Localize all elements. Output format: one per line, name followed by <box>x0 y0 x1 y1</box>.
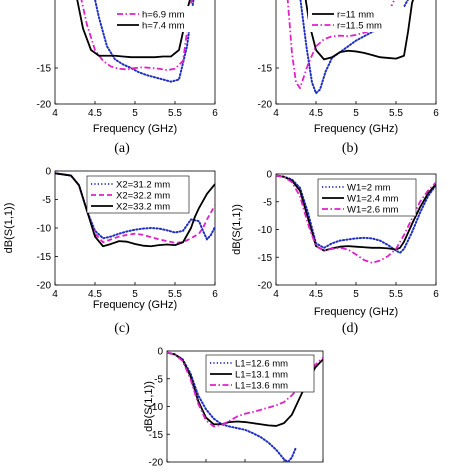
panel-caption: (a) <box>114 141 130 156</box>
x-tick-label: 4.5 <box>88 289 102 300</box>
y-tick-label: -20 <box>258 281 273 292</box>
x-axis-label: Frequency (GHz) <box>314 306 398 318</box>
y-tick-label: -20 <box>37 281 52 292</box>
x-tick-label: 6 <box>433 289 439 300</box>
legend-box <box>308 6 404 32</box>
legend-box <box>113 6 209 32</box>
legend: h=6.9 mmh=7.4 mm <box>113 6 209 32</box>
x-tick-label: 4 <box>273 108 279 119</box>
series-line-1 <box>55 172 215 244</box>
x-tick-label: 4 <box>52 108 58 119</box>
series-line-1 <box>167 351 323 427</box>
legend-label: W1=2.6 mm <box>347 204 399 215</box>
panel-caption: (b) <box>342 141 359 156</box>
y-tick-label: -5 <box>263 197 272 208</box>
legend-label: X2=33.2 mm <box>116 201 170 212</box>
chart-b: 4 4.5 5 5.5 6 -15 -20 r=11 mmr=11.5 mm Frequency… <box>258 0 439 156</box>
y-axis-label: dB(S(1,1)) <box>3 203 15 254</box>
x-axis-label: Frequency (GHz) <box>314 123 398 135</box>
legend-label: W1=2.4 mm <box>347 193 399 204</box>
y-tick-label: 0 <box>266 170 272 181</box>
chart-a: 4 4.5 5 5.5 6 -15 -20 h=6.9 mmh=7.4 mm Frequency… <box>37 0 218 156</box>
x-tick-label: 5.5 <box>389 108 403 119</box>
legend-label: r=11.5 mm <box>337 20 382 31</box>
series-line-0 <box>167 351 297 462</box>
legend: r=11 mmr=11.5 mm <box>308 6 404 32</box>
panel-caption: (c) <box>114 321 130 336</box>
x-axis-label: Frequency (GHz) <box>93 299 177 311</box>
legend-label: L1=13.1 mm <box>235 369 288 380</box>
x-axis-label: Frequency (GHz) <box>93 123 177 135</box>
legend-label: L1=12.6 mm <box>235 358 288 369</box>
y-tick-label: 0 <box>45 167 51 178</box>
series-line-1 <box>80 0 193 72</box>
series-line-0 <box>276 174 436 254</box>
x-tick-label: 5 <box>132 289 138 300</box>
y-tick-label: -15 <box>149 430 164 441</box>
x-tick-label: 6 <box>212 108 218 119</box>
x-tick-label: 4.5 <box>309 108 323 119</box>
legend-label: L1=13.6 mm <box>235 380 288 391</box>
legend-label: r=11 mm <box>337 9 374 20</box>
x-tick-label: 5 <box>353 289 359 300</box>
y-tick-label: 0 <box>157 347 163 358</box>
y-tick-label: -20 <box>258 100 273 111</box>
y-tick-label: -5 <box>154 374 163 385</box>
x-tick-label: 6 <box>212 289 218 300</box>
series-line-2 <box>286 0 396 90</box>
series-line-0 <box>299 0 409 95</box>
y-tick-label: -20 <box>37 100 52 111</box>
y-tick-label: -15 <box>37 252 52 263</box>
y-tick-label: -15 <box>258 64 273 75</box>
y-tick-label: -15 <box>258 253 273 264</box>
y-tick-label: -10 <box>37 224 52 235</box>
y-tick-label: -10 <box>258 225 273 236</box>
y-tick-label: -20 <box>149 458 164 469</box>
legend-label: h=6.9 mm <box>142 9 185 20</box>
series-line-2 <box>276 174 436 264</box>
y-tick-label: -15 <box>37 64 52 75</box>
x-tick-label: 5.5 <box>168 289 182 300</box>
x-tick-label: 4.5 <box>309 289 323 300</box>
x-tick-label: 5 <box>353 108 359 119</box>
panel-caption: (d) <box>342 321 359 336</box>
x-tick-label: 4.5 <box>88 108 102 119</box>
x-tick-label: 5 <box>132 108 138 119</box>
y-tick-label: -10 <box>149 402 164 413</box>
x-tick-label: 5.5 <box>389 289 403 300</box>
legend-label: h=7.4 mm <box>142 20 185 31</box>
series-line-1 <box>304 0 414 61</box>
legend-label: X2=32.2 mm <box>116 190 170 201</box>
y-axis-label: dB(S(1,1)) <box>143 381 155 432</box>
x-tick-label: 5.5 <box>168 108 182 119</box>
legend-label: W1=2 mm <box>347 182 391 193</box>
x-tick-label: 6 <box>433 108 439 119</box>
series-line-2 <box>55 172 215 248</box>
legend-label: X2=31.2 mm <box>116 179 170 190</box>
y-axis-label: dB(S(1,1)) <box>231 204 243 255</box>
y-tick-label: -5 <box>42 195 51 206</box>
x-tick-label: 4 <box>52 289 58 300</box>
series-line-1 <box>276 174 436 252</box>
x-tick-label: 4 <box>273 289 279 300</box>
